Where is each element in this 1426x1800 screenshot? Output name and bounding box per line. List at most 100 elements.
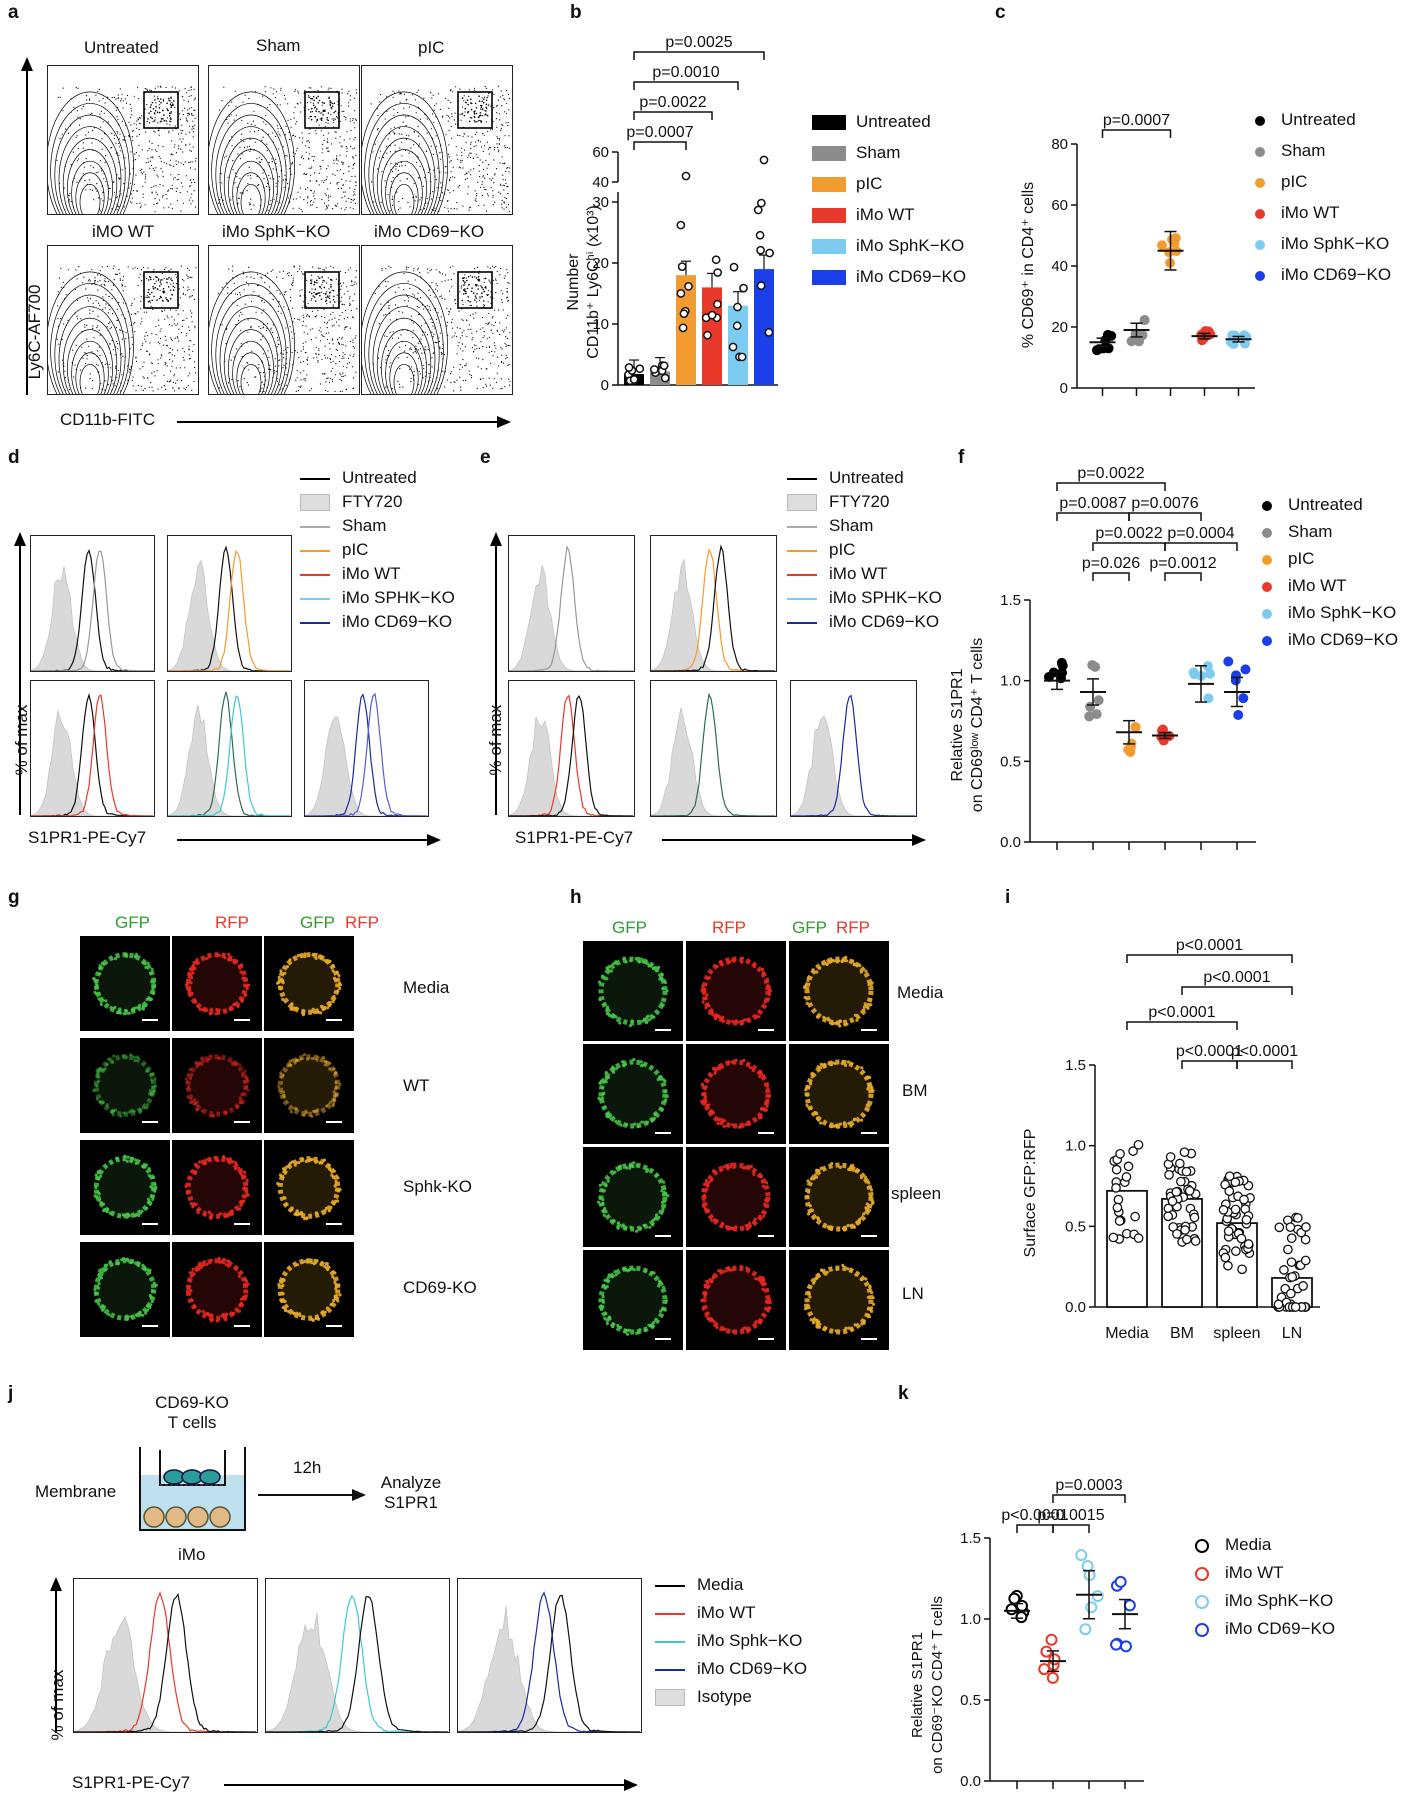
event-dot	[494, 351, 496, 353]
event-dot	[131, 379, 133, 381]
histogram-d-3-svg	[31, 692, 154, 816]
event-dot	[112, 181, 114, 183]
event-dot	[331, 338, 333, 340]
gated-event-dot	[162, 300, 164, 302]
event-dot	[254, 141, 256, 143]
event-dot	[330, 353, 333, 356]
event-dot	[348, 102, 350, 104]
fluor-puncta	[150, 1300, 154, 1304]
event-dot	[460, 386, 462, 388]
event-dot	[310, 190, 313, 192]
fluor-puncta	[637, 959, 642, 964]
event-dot	[162, 194, 164, 196]
event-dot	[190, 295, 192, 297]
fluor-puncta	[319, 1004, 323, 1008]
fluor-puncta	[601, 1209, 605, 1213]
event-dot	[500, 129, 502, 131]
event-dot	[319, 118, 321, 120]
fluor-puncta	[97, 1177, 101, 1181]
event-dot	[483, 304, 486, 307]
fluor-puncta	[759, 1070, 763, 1074]
event-dot	[332, 267, 334, 269]
event-dot	[498, 365, 500, 367]
fluor-puncta	[98, 964, 102, 968]
event-dot	[494, 146, 496, 149]
event-dot	[304, 90, 306, 92]
fluor-puncta	[854, 963, 859, 967]
fluor-puncta	[279, 1071, 283, 1075]
event-dot	[422, 364, 424, 366]
event-dot	[145, 277, 148, 280]
event-dot	[327, 321, 329, 323]
event-dot	[219, 109, 221, 111]
event-dot	[161, 386, 163, 388]
gated-event-dot	[475, 284, 478, 287]
event-dot	[423, 367, 425, 370]
data-point	[756, 281, 766, 290]
fluor-puncta	[319, 1262, 323, 1266]
event-dot	[138, 144, 140, 146]
event-dot	[172, 178, 175, 180]
event-dot	[343, 116, 345, 118]
event-dot	[341, 311, 343, 314]
event-dot	[91, 113, 93, 115]
fluor-puncta	[152, 1281, 156, 1285]
fluor-puncta	[653, 1112, 657, 1116]
event-dot	[141, 149, 143, 151]
event-dot	[501, 348, 503, 350]
event-dot	[253, 277, 255, 279]
event-dot	[97, 171, 99, 173]
event-dot	[138, 277, 140, 279]
fluor-puncta	[194, 1102, 198, 1106]
event-dot	[426, 305, 428, 307]
event-dot	[111, 298, 113, 300]
event-dot	[352, 316, 354, 318]
event-dot	[475, 198, 477, 200]
event-dot	[456, 336, 458, 338]
fluor-puncta	[659, 1106, 663, 1110]
fluor-puncta	[232, 1002, 236, 1006]
event-dot	[448, 156, 450, 158]
event-dot	[500, 290, 502, 292]
fluor-puncta	[205, 1059, 209, 1063]
cell-membrane	[185, 1054, 249, 1117]
event-dot	[493, 174, 496, 176]
event-dot	[419, 165, 421, 168]
fluor-puncta	[307, 1158, 311, 1162]
event-dot	[293, 155, 295, 158]
event-dot	[348, 166, 350, 168]
fluor-puncta	[191, 1267, 195, 1271]
gated-event-dot	[470, 98, 472, 101]
fluor-puncta	[104, 999, 108, 1003]
panel-label-c: c	[995, 2, 1006, 23]
fluor-puncta	[606, 1179, 610, 1183]
event-dot	[423, 208, 426, 210]
event-dot	[326, 338, 329, 341]
event-dot	[431, 282, 433, 284]
contour-line	[381, 329, 427, 394]
event-dot	[244, 94, 246, 96]
event-dot	[481, 97, 483, 99]
fluor-puncta	[704, 1095, 708, 1099]
event-dot	[485, 385, 488, 387]
gated-event-dot	[150, 116, 152, 118]
event-dot	[315, 180, 317, 182]
event-dot	[279, 271, 281, 273]
event-dot	[239, 192, 241, 194]
event-dot	[506, 112, 508, 114]
fluor-puncta	[839, 1122, 843, 1126]
gated-event-dot	[468, 120, 471, 123]
event-dot	[354, 193, 356, 195]
event-dot	[436, 387, 438, 389]
event-dot	[258, 161, 260, 163]
gated-event-dot	[310, 292, 313, 295]
event-dot	[104, 280, 106, 282]
event-dot	[114, 385, 116, 387]
isotype-fill	[168, 559, 291, 671]
event-dot	[504, 342, 506, 344]
event-dot	[472, 157, 474, 159]
event-dot	[393, 114, 395, 116]
event-dot	[267, 272, 269, 274]
event-dot	[134, 153, 136, 155]
event-dot	[398, 200, 400, 203]
